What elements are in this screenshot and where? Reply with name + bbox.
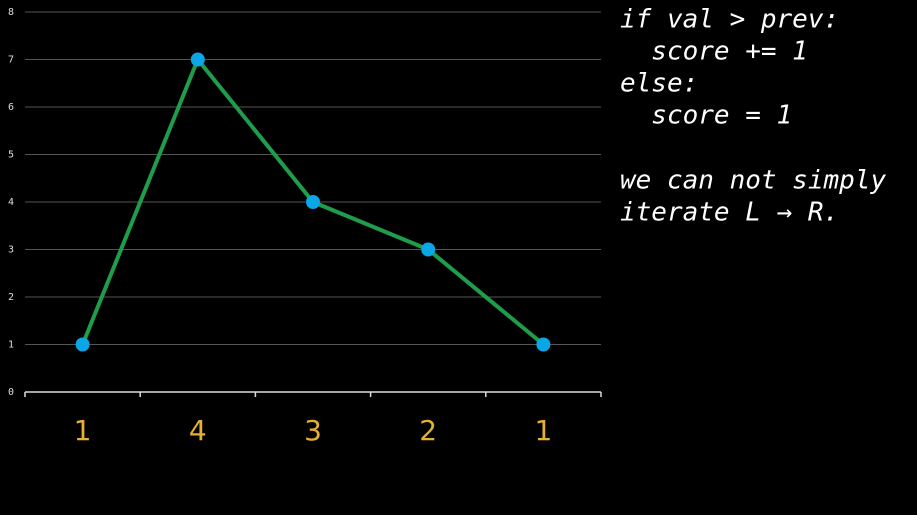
data-point — [306, 195, 320, 209]
note-line: we can not simply — [620, 166, 886, 196]
y-tick-label: 0 — [8, 387, 14, 398]
y-tick-label: 6 — [8, 102, 14, 113]
code-line: if val > prev: — [620, 5, 839, 35]
y-tick-label: 7 — [8, 55, 14, 66]
data-point — [190, 52, 205, 67]
x-tick-label: 2 — [419, 414, 437, 447]
y-tick-label: 5 — [8, 150, 14, 161]
x-tick-label: 1 — [74, 414, 92, 447]
y-tick-label: 4 — [8, 197, 14, 208]
x-tick-label: 4 — [189, 414, 207, 447]
y-tick-label: 3 — [8, 245, 14, 256]
data-point — [75, 337, 90, 352]
code-line: else: — [620, 69, 698, 99]
code-line: score += 1 — [620, 37, 808, 67]
data-point — [421, 242, 436, 257]
x-tick-label: 3 — [304, 414, 322, 447]
x-tick-label: 1 — [534, 414, 552, 447]
y-tick-label: 1 — [8, 340, 14, 351]
y-tick-label: 8 — [8, 7, 14, 18]
code-line: score = 1 — [620, 101, 792, 131]
data-point — [536, 337, 551, 352]
y-tick-label: 2 — [8, 292, 14, 303]
note-line: iterate L → R. — [620, 198, 839, 228]
